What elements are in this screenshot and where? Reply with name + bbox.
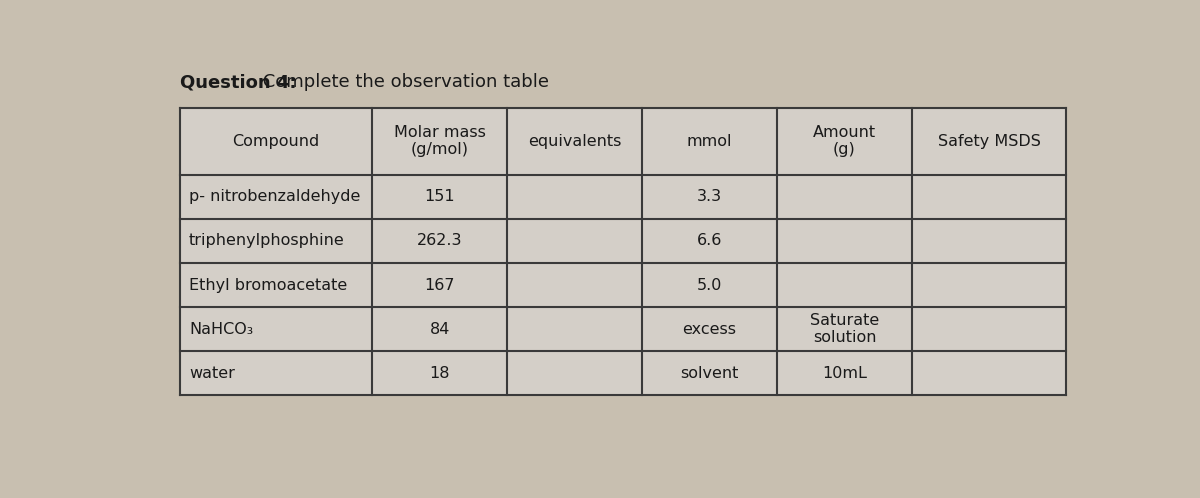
Text: 18: 18 [430, 366, 450, 381]
Text: 10mL: 10mL [822, 366, 866, 381]
Bar [912, 108, 1066, 175]
Text: Ethyl bromoacetate: Ethyl bromoacetate [190, 277, 347, 292]
Text: 151: 151 [425, 189, 455, 204]
Bar [778, 307, 912, 351]
Text: 262.3: 262.3 [418, 234, 463, 249]
Bar [642, 175, 778, 219]
Text: solvent: solvent [680, 366, 739, 381]
Text: 3.3: 3.3 [697, 189, 722, 204]
Text: mmol: mmol [686, 134, 732, 149]
Text: Safety MSDS: Safety MSDS [937, 134, 1040, 149]
Text: Molar mass
(g/mol): Molar mass (g/mol) [394, 125, 486, 157]
Bar [508, 175, 642, 219]
Bar [508, 263, 642, 307]
Text: 5.0: 5.0 [697, 277, 722, 292]
Bar [778, 351, 912, 395]
Bar [778, 263, 912, 307]
Bar [180, 351, 372, 395]
Bar [912, 175, 1066, 219]
Text: p- nitrobenzaldehyde: p- nitrobenzaldehyde [190, 189, 360, 204]
Bar [642, 351, 778, 395]
Bar [372, 263, 508, 307]
Text: NaHCO₃: NaHCO₃ [190, 322, 253, 337]
Bar [508, 351, 642, 395]
Bar [912, 219, 1066, 263]
Bar [372, 175, 508, 219]
Text: Question 4:: Question 4: [180, 73, 296, 91]
Bar [778, 219, 912, 263]
Bar [778, 175, 912, 219]
Bar [642, 263, 778, 307]
Bar [642, 219, 778, 263]
Text: Complete the observation table: Complete the observation table [257, 73, 548, 91]
Bar [508, 307, 642, 351]
Bar [180, 108, 372, 175]
Text: 84: 84 [430, 322, 450, 337]
Bar [642, 108, 778, 175]
Bar [180, 307, 372, 351]
Bar [372, 351, 508, 395]
Bar [912, 351, 1066, 395]
Bar [372, 108, 508, 175]
Bar [180, 175, 372, 219]
Text: 6.6: 6.6 [697, 234, 722, 249]
Text: excess: excess [683, 322, 737, 337]
Text: Compound: Compound [233, 134, 319, 149]
Bar [778, 108, 912, 175]
Bar [508, 219, 642, 263]
Text: Saturate
solution: Saturate solution [810, 313, 880, 345]
Bar [372, 307, 508, 351]
Bar [912, 263, 1066, 307]
Bar [180, 219, 372, 263]
Text: equivalents: equivalents [528, 134, 622, 149]
Bar [912, 307, 1066, 351]
Text: water: water [190, 366, 235, 381]
Text: triphenylphosphine: triphenylphosphine [190, 234, 344, 249]
Text: Amount
(g): Amount (g) [812, 125, 876, 157]
Text: 167: 167 [425, 277, 455, 292]
Bar [180, 263, 372, 307]
Bar [508, 108, 642, 175]
Bar [372, 219, 508, 263]
Bar [642, 307, 778, 351]
